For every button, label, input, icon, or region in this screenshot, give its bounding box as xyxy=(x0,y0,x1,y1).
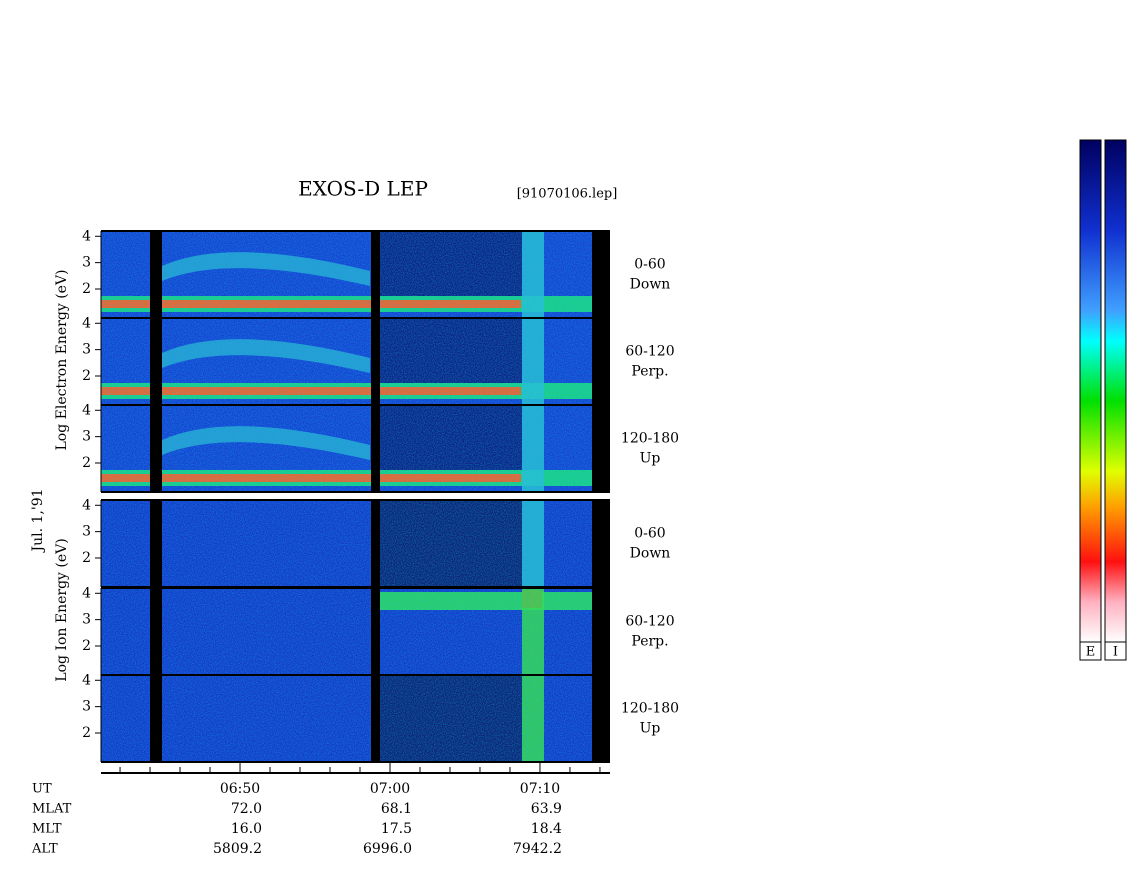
colorbar-label-box xyxy=(1079,641,1102,661)
data-gap xyxy=(150,231,162,318)
data-gap xyxy=(371,675,380,762)
panel-direction: Up xyxy=(640,721,661,737)
data-gap xyxy=(371,588,380,675)
colorbar xyxy=(1079,139,1102,643)
ephemeris-name: MLT xyxy=(32,822,62,837)
ephemeris-value: 6996.0 xyxy=(363,841,412,857)
panel-direction: Perp. xyxy=(631,634,668,650)
ephemeris-name: ALT xyxy=(31,842,58,857)
spectrogram-noise xyxy=(101,231,592,318)
y-tick-label: 4 xyxy=(82,228,91,244)
y-tick-label: 4 xyxy=(82,585,91,601)
data-gap xyxy=(150,318,162,405)
x-tick-label: 06:50 xyxy=(220,781,260,797)
file-name: [91070106.lep] xyxy=(517,187,618,202)
ephemeris-value: 5809.2 xyxy=(213,841,262,857)
y-tick-label: 2 xyxy=(82,281,91,297)
data-gap xyxy=(150,405,162,492)
ephemeris-value: 72.0 xyxy=(231,801,262,817)
ephemeris-value: 7942.2 xyxy=(513,841,562,857)
y-tick-label: 4 xyxy=(82,315,91,331)
data-gap xyxy=(592,231,610,318)
y-tick-label: 2 xyxy=(82,550,91,566)
panel-direction: Down xyxy=(630,546,671,562)
data-gap xyxy=(592,675,610,762)
y-tick-label: 4 xyxy=(82,402,91,418)
data-gap xyxy=(592,405,610,492)
data-gap xyxy=(592,318,610,405)
colorbar xyxy=(1104,139,1127,643)
ephemeris-value: 18.4 xyxy=(531,821,562,837)
spectrogram-noise xyxy=(101,675,592,762)
ephemeris-name: MLAT xyxy=(32,802,72,817)
y-tick-label: 3 xyxy=(82,524,91,540)
spectrogram-noise xyxy=(101,318,592,405)
y-tick-label: 2 xyxy=(82,725,91,741)
data-gap xyxy=(150,500,162,587)
panel-range: 120-180 xyxy=(621,431,679,447)
ephemeris-value: 68.1 xyxy=(381,801,412,817)
colorbar-label-box xyxy=(1104,641,1127,661)
y-tick-label: 2 xyxy=(82,638,91,654)
data-gap xyxy=(371,318,380,405)
panel-range: 0-60 xyxy=(634,526,665,542)
y-tick-label: 4 xyxy=(82,672,91,688)
date-label: Jul. 1,'91 xyxy=(30,488,46,553)
spectrogram-noise xyxy=(101,588,592,675)
panel-range: 60-120 xyxy=(625,614,674,630)
y-axis-label: Log Electron Energy (eV) xyxy=(54,269,70,450)
y-tick-label: 3 xyxy=(82,699,91,715)
panel-range: 60-120 xyxy=(625,344,674,360)
data-gap xyxy=(592,500,610,587)
chart-title: EXOS-D LEP xyxy=(298,177,428,201)
y-tick-label: 4 xyxy=(82,497,91,513)
panel-direction: Down xyxy=(630,277,671,293)
ephemeris-value: 16.0 xyxy=(231,821,262,837)
colorbar-label: E xyxy=(1086,645,1096,660)
data-gap xyxy=(371,405,380,492)
y-tick-label: 2 xyxy=(82,455,91,471)
y-axis-label: Log Ion Energy (eV) xyxy=(54,538,70,681)
panel-direction: Up xyxy=(640,451,661,467)
y-tick-label: 2 xyxy=(82,368,91,384)
ephemeris-name: UT xyxy=(32,782,52,797)
ephemeris-value: 63.9 xyxy=(531,801,562,817)
data-gap xyxy=(371,500,380,587)
panel-range: 0-60 xyxy=(634,257,665,273)
y-tick-label: 3 xyxy=(82,342,91,358)
panel-range: 120-180 xyxy=(621,701,679,717)
x-tick-label: 07:10 xyxy=(520,781,560,797)
x-tick-label: 07:00 xyxy=(370,781,410,797)
data-gap xyxy=(371,231,380,318)
spectrogram-noise xyxy=(101,405,592,492)
y-tick-label: 3 xyxy=(82,429,91,445)
colorbar-label: I xyxy=(1113,645,1118,660)
data-gap xyxy=(150,588,162,675)
y-tick-label: 3 xyxy=(82,612,91,628)
data-gap xyxy=(592,588,610,675)
ephemeris-value: 17.5 xyxy=(381,821,412,837)
y-tick-label: 3 xyxy=(82,255,91,271)
spectrogram-noise xyxy=(101,500,592,587)
panel-direction: Perp. xyxy=(631,364,668,380)
data-gap xyxy=(150,675,162,762)
